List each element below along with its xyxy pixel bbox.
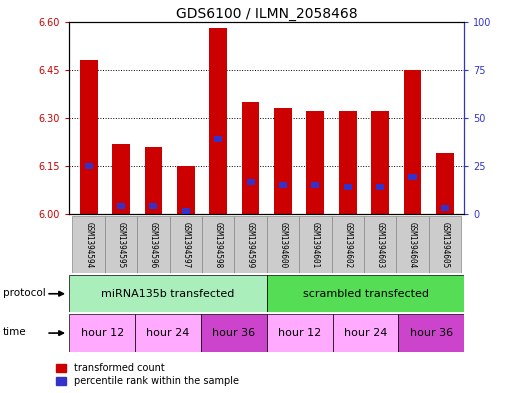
Text: GSM1394604: GSM1394604 <box>408 222 417 268</box>
Bar <box>177 166 195 214</box>
Text: miRNA135b transfected: miRNA135b transfected <box>102 289 234 299</box>
Bar <box>202 216 234 273</box>
Text: GSM1394595: GSM1394595 <box>116 222 126 268</box>
Bar <box>371 112 389 214</box>
Bar <box>441 205 449 211</box>
Text: GSM1394598: GSM1394598 <box>214 222 223 268</box>
Bar <box>408 174 417 180</box>
Text: time: time <box>3 327 26 337</box>
Text: GSM1394596: GSM1394596 <box>149 222 158 268</box>
Bar <box>72 216 105 273</box>
Text: hour 24: hour 24 <box>146 328 190 338</box>
Text: hour 36: hour 36 <box>410 328 453 338</box>
Bar <box>209 28 227 214</box>
Bar <box>170 216 202 273</box>
Bar <box>80 60 97 214</box>
Bar <box>234 216 267 273</box>
Bar <box>404 70 421 214</box>
Bar <box>85 163 93 169</box>
Text: protocol: protocol <box>3 288 45 298</box>
Bar <box>339 112 357 214</box>
Bar <box>112 143 130 214</box>
Bar <box>311 182 320 188</box>
Text: GSM1394597: GSM1394597 <box>181 222 190 268</box>
Text: hour 12: hour 12 <box>81 328 124 338</box>
Bar <box>247 179 254 185</box>
Bar <box>364 216 396 273</box>
Bar <box>299 216 331 273</box>
Bar <box>182 208 190 214</box>
Text: scrambled transfected: scrambled transfected <box>303 289 428 299</box>
Bar <box>396 216 429 273</box>
Bar <box>279 182 287 188</box>
Bar <box>69 275 267 312</box>
Bar <box>149 203 157 209</box>
Title: GDS6100 / ILMN_2058468: GDS6100 / ILMN_2058468 <box>176 7 358 20</box>
Bar <box>429 216 461 273</box>
Bar <box>267 314 332 352</box>
Bar <box>331 216 364 273</box>
Text: GSM1394601: GSM1394601 <box>311 222 320 268</box>
Text: GSM1394599: GSM1394599 <box>246 222 255 268</box>
Text: GSM1394605: GSM1394605 <box>440 222 449 268</box>
Bar <box>105 216 137 273</box>
Bar <box>135 314 201 352</box>
Text: GSM1394600: GSM1394600 <box>279 222 287 268</box>
Bar <box>117 203 125 209</box>
Text: hour 36: hour 36 <box>212 328 255 338</box>
Bar <box>137 216 170 273</box>
Bar <box>242 102 260 214</box>
Text: hour 24: hour 24 <box>344 328 387 338</box>
Bar <box>267 216 299 273</box>
Bar <box>399 314 464 352</box>
Bar <box>344 184 352 190</box>
Bar <box>145 147 162 214</box>
Bar <box>201 314 267 352</box>
Bar <box>306 112 324 214</box>
Bar <box>274 108 292 214</box>
Bar <box>214 136 222 141</box>
Legend: transformed count, percentile rank within the sample: transformed count, percentile rank withi… <box>56 363 239 386</box>
Bar <box>376 184 384 190</box>
Bar <box>436 153 453 214</box>
Text: hour 12: hour 12 <box>278 328 321 338</box>
Text: GSM1394603: GSM1394603 <box>376 222 385 268</box>
Text: GSM1394602: GSM1394602 <box>343 222 352 268</box>
Text: GSM1394594: GSM1394594 <box>84 222 93 268</box>
Bar <box>69 314 135 352</box>
Bar <box>267 275 464 312</box>
Bar <box>332 314 399 352</box>
